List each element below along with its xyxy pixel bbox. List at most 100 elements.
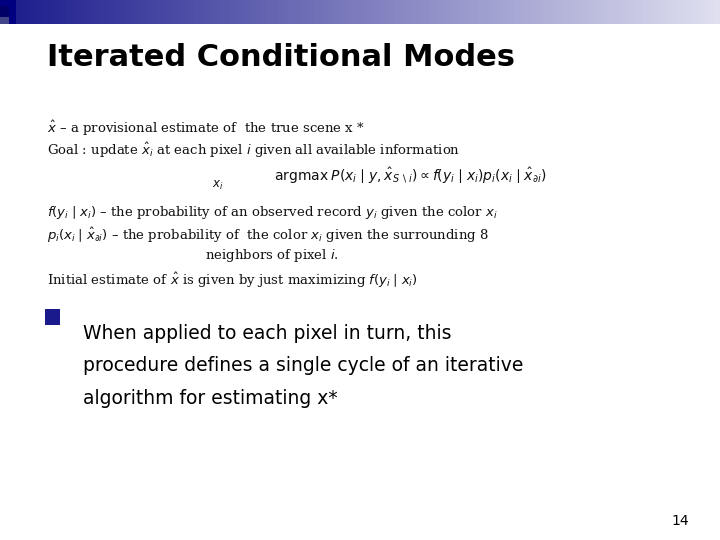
Bar: [36, 0, 40, 24]
Bar: [84, 0, 87, 24]
Bar: [233, 0, 237, 24]
Bar: [347, 0, 350, 24]
Bar: [631, 0, 634, 24]
Bar: [349, 0, 352, 24]
Bar: [457, 0, 461, 24]
Bar: [163, 0, 167, 24]
Bar: [284, 0, 287, 24]
Bar: [657, 0, 660, 24]
Bar: [713, 0, 716, 24]
Bar: [361, 0, 364, 24]
Bar: [648, 0, 651, 24]
Text: Initial estimate of $\hat{x}$ is given by just maximizing $f(y_i \mid x_i)$: Initial estimate of $\hat{x}$ is given b…: [47, 271, 418, 290]
Bar: [299, 0, 302, 24]
Bar: [48, 0, 51, 24]
Bar: [116, 0, 119, 24]
Bar: [518, 0, 521, 24]
Bar: [238, 0, 241, 24]
Bar: [111, 0, 114, 24]
Bar: [101, 0, 104, 24]
Bar: [696, 0, 699, 24]
Bar: [400, 0, 403, 24]
Bar: [240, 0, 244, 24]
Bar: [421, 0, 425, 24]
Bar: [629, 0, 631, 24]
Bar: [340, 0, 343, 24]
Bar: [70, 0, 73, 24]
Text: $f(y_i \mid x_i)$ – the probability of an observed record $y_i$ given the color : $f(y_i \mid x_i)$ – the probability of a…: [47, 204, 498, 221]
Bar: [263, 0, 266, 24]
Bar: [166, 0, 169, 24]
Bar: [106, 0, 109, 24]
Text: Iterated Conditional Modes: Iterated Conditional Modes: [47, 43, 515, 72]
Bar: [580, 0, 583, 24]
Bar: [578, 0, 581, 24]
Bar: [325, 0, 328, 24]
Bar: [670, 0, 672, 24]
Bar: [516, 0, 518, 24]
Bar: [186, 0, 189, 24]
Bar: [43, 0, 47, 24]
Bar: [19, 0, 22, 24]
Bar: [378, 0, 381, 24]
Bar: [373, 0, 377, 24]
Bar: [525, 0, 528, 24]
Bar: [496, 0, 499, 24]
Bar: [168, 0, 171, 24]
Bar: [650, 0, 653, 24]
Bar: [557, 0, 559, 24]
Bar: [698, 0, 701, 24]
Bar: [424, 0, 427, 24]
Bar: [243, 0, 246, 24]
Bar: [31, 0, 35, 24]
Bar: [387, 0, 391, 24]
Bar: [482, 0, 485, 24]
Bar: [487, 0, 490, 24]
Bar: [494, 0, 497, 24]
Bar: [460, 0, 463, 24]
Bar: [552, 0, 554, 24]
Bar: [296, 0, 300, 24]
Bar: [0, 6, 9, 17]
Bar: [342, 0, 345, 24]
Bar: [503, 0, 506, 24]
Bar: [380, 0, 384, 24]
Bar: [443, 0, 446, 24]
Bar: [672, 0, 675, 24]
Bar: [544, 0, 547, 24]
Bar: [178, 0, 181, 24]
Text: $x_i$: $x_i$: [212, 179, 224, 192]
Bar: [287, 0, 289, 24]
Bar: [686, 0, 690, 24]
Bar: [426, 0, 429, 24]
Bar: [715, 0, 719, 24]
Bar: [89, 0, 92, 24]
Bar: [270, 0, 273, 24]
Bar: [621, 0, 624, 24]
Bar: [113, 0, 117, 24]
Bar: [50, 0, 54, 24]
Bar: [523, 0, 526, 24]
Bar: [135, 0, 138, 24]
Text: Goal : update $\hat{x}_i$ at each pixel $i$ given all available information: Goal : update $\hat{x}_i$ at each pixel …: [47, 140, 460, 159]
Bar: [310, 0, 314, 24]
Bar: [371, 0, 374, 24]
Bar: [94, 0, 97, 24]
Bar: [301, 0, 304, 24]
Bar: [491, 0, 495, 24]
Bar: [222, 0, 225, 24]
Bar: [419, 0, 422, 24]
Bar: [665, 0, 667, 24]
Bar: [559, 0, 562, 24]
Bar: [402, 0, 405, 24]
Bar: [320, 0, 323, 24]
Bar: [149, 0, 153, 24]
Bar: [703, 0, 706, 24]
Bar: [282, 0, 285, 24]
Bar: [197, 0, 201, 24]
Bar: [5, 0, 8, 24]
Bar: [505, 0, 509, 24]
Bar: [53, 0, 56, 24]
Bar: [17, 0, 20, 24]
Bar: [674, 0, 678, 24]
